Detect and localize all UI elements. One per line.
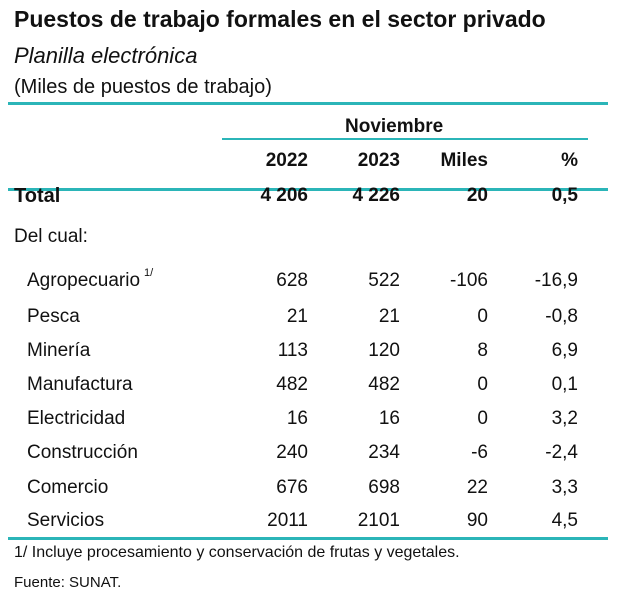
cell-2022: 2011 — [267, 510, 308, 531]
row-label-text: Construcción — [27, 442, 138, 463]
cell-2022: 240 — [276, 442, 308, 463]
cell-miles: 8 — [477, 340, 488, 361]
cell-2023: 120 — [368, 340, 400, 361]
cell-pct: 3,2 — [551, 408, 578, 429]
cell-2023: 482 — [368, 374, 400, 395]
cell-2022: 113 — [277, 340, 308, 361]
cell-miles: 0 — [477, 374, 488, 395]
cell-2022: 482 — [276, 374, 308, 395]
period-header: Noviembre — [345, 116, 444, 137]
bottom-rule — [8, 537, 608, 540]
cell-miles: -106 — [449, 270, 488, 291]
period-rule — [222, 138, 588, 140]
row-label-text: Comercio — [27, 477, 109, 498]
cell-2023: 2101 — [357, 510, 400, 531]
cell-pct: -2,4 — [545, 442, 578, 463]
row-label: Minería — [27, 341, 90, 360]
units-label: (Miles de puestos de trabajo) — [14, 76, 272, 98]
row-label-text: Servicios — [27, 510, 105, 531]
cell-2022: 21 — [286, 306, 308, 327]
figure-title: Puestos de trabajo formales en el sector… — [14, 6, 546, 32]
footnote-marker: 1/ — [144, 267, 154, 279]
column-header-miles: Miles — [440, 150, 488, 171]
cell-2022: 676 — [276, 477, 308, 498]
cell-pct: 6,9 — [551, 340, 578, 361]
cell-2023: 234 — [368, 442, 400, 463]
cell-2022: 628 — [276, 270, 308, 291]
top-rule — [8, 102, 608, 105]
row-label-text: Electricidad — [27, 408, 126, 429]
cell-2023: 522 — [368, 270, 400, 291]
row-label: Pesca — [27, 307, 80, 326]
column-header-2023: 2023 — [357, 150, 400, 171]
cell-pct: 4,5 — [551, 510, 578, 531]
row-label: Agropecuario 1/ — [27, 268, 153, 291]
column-header-2022: 2022 — [265, 150, 308, 171]
row-label-text: Pesca — [27, 306, 80, 327]
cell-pct: -0,8 — [545, 306, 578, 327]
total-miles: 20 — [466, 185, 488, 206]
row-label: Construcción — [27, 443, 138, 462]
cell-pct: 3,3 — [551, 477, 578, 498]
cell-miles: 90 — [466, 510, 488, 531]
cell-miles: -6 — [471, 442, 488, 463]
row-label: Electricidad — [27, 409, 125, 428]
cell-pct: -16,9 — [534, 270, 578, 291]
cell-miles: 0 — [477, 306, 488, 327]
total-2022: 4 206 — [260, 185, 308, 206]
cell-2023: 698 — [368, 477, 400, 498]
row-label: Servicios — [27, 511, 104, 530]
row-label: Comercio — [27, 478, 108, 497]
cell-2023: 16 — [378, 408, 400, 429]
cell-pct: 0,1 — [551, 374, 578, 395]
cell-2022: 16 — [286, 408, 308, 429]
cell-miles: 0 — [477, 408, 488, 429]
row-label-text: Minería — [27, 340, 91, 361]
footnote: 1/ Incluye procesamiento y conservación … — [14, 544, 460, 561]
row-label-text: Manufactura — [27, 374, 133, 395]
source-note: Fuente: SUNAT. — [14, 574, 122, 591]
figure-subtitle: Planilla electrónica — [14, 43, 198, 68]
row-label: Manufactura — [27, 375, 133, 394]
total-label: Total — [14, 185, 61, 207]
column-header-pct: % — [561, 150, 578, 171]
section-label: Del cual: — [14, 226, 88, 247]
header-rule — [8, 188, 608, 191]
total-2023: 4 226 — [352, 185, 400, 206]
total-pct: 0,5 — [551, 185, 578, 206]
row-label-text: Agropecuario — [27, 270, 141, 291]
cell-miles: 22 — [466, 477, 488, 498]
cell-2023: 21 — [378, 306, 400, 327]
